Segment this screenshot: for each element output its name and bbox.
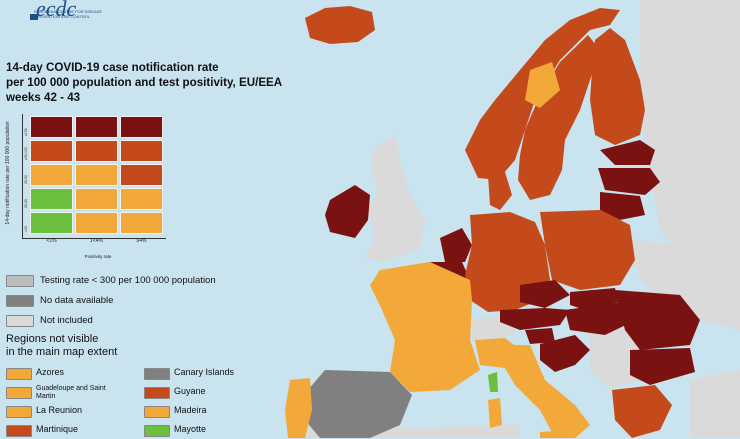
norway xyxy=(465,8,620,180)
map-title: 14-day COVID-19 case notification rate p… xyxy=(6,60,306,105)
matrix-cell xyxy=(120,116,163,138)
iceland xyxy=(305,6,375,44)
matrix-y-tick: ≥50-150 xyxy=(24,147,28,160)
denmark xyxy=(488,172,512,210)
sicily xyxy=(540,430,570,438)
ecdc-logo-subtitle: EUROPEAN CENTRE FOR DISEASE PREVENTION A… xyxy=(34,9,103,19)
ireland xyxy=(325,185,370,238)
poland xyxy=(540,210,635,290)
united-kingdom xyxy=(365,135,425,262)
legend-label: Not included xyxy=(40,315,93,326)
hungary xyxy=(565,302,632,335)
matrix-cell xyxy=(75,116,118,138)
legend-label: Testing rate < 300 per 100 000 populatio… xyxy=(40,275,216,286)
region-label: Mayotte xyxy=(174,424,207,434)
turkey-land xyxy=(690,370,740,438)
latvia xyxy=(598,168,660,195)
legend-panel: ecdc EUROPEAN CENTRE FOR DISEASE PREVENT… xyxy=(0,0,300,438)
greece xyxy=(612,385,672,438)
region-swatch xyxy=(6,425,32,437)
matrix-y-tick: 25-50 xyxy=(24,175,28,184)
matrix-x-tick: 1<4% xyxy=(90,238,103,244)
spain xyxy=(305,370,412,438)
matrix-cell xyxy=(75,212,118,234)
region-swatch xyxy=(144,387,170,399)
matrix-y-tick: 20-25 xyxy=(24,199,28,208)
sardinia xyxy=(488,398,502,428)
title-line-3: weeks 42 - 43 xyxy=(6,91,81,104)
balkans-land xyxy=(590,330,640,390)
matrix-x-axis-line xyxy=(22,238,166,239)
legend-swatch xyxy=(6,315,34,327)
risk-matrix xyxy=(30,116,166,236)
matrix-x-axis-title: Positivity rate xyxy=(84,254,112,259)
matrix-cell xyxy=(120,188,163,210)
regions-title-line-1: Regions not visible xyxy=(6,333,99,345)
region-label: Canary Islands xyxy=(174,367,235,377)
legend-swatch xyxy=(6,275,34,287)
region-swatch xyxy=(144,406,170,418)
matrix-y-axis-line xyxy=(22,114,23,238)
matrix-cell xyxy=(75,188,118,210)
matrix-cell xyxy=(120,140,163,162)
title-line-1: 14-day COVID-19 case notification rate xyxy=(6,61,219,74)
matrix-cell xyxy=(75,140,118,162)
region-swatch xyxy=(144,425,170,437)
matrix-cell xyxy=(120,212,163,234)
region-label: Azores xyxy=(36,367,65,377)
region-label: Guadeloupe and Saint Martin xyxy=(36,385,106,400)
romania xyxy=(615,290,700,350)
region-swatch xyxy=(6,368,32,380)
regions-title: Regions not visible in the main map exte… xyxy=(6,333,117,359)
austria xyxy=(500,308,570,330)
matrix-cell xyxy=(75,164,118,186)
matrix-cell xyxy=(30,188,73,210)
region-label: Madeira xyxy=(174,405,207,415)
region-label: Guyane xyxy=(174,386,206,396)
matrix-cell xyxy=(30,212,73,234)
region-swatch xyxy=(144,368,170,380)
regions-title-line-2: in the main map extent xyxy=(6,346,118,358)
matrix-cell xyxy=(30,116,73,138)
italy-south xyxy=(495,345,590,438)
slovenia xyxy=(525,328,555,344)
croatia xyxy=(540,335,590,372)
legend-swatch xyxy=(6,295,34,307)
region-swatch xyxy=(6,387,32,399)
estonia xyxy=(600,140,655,165)
matrix-y-tick: ≥150 xyxy=(24,128,28,136)
matrix-cell xyxy=(30,164,73,186)
legend-label: No data available xyxy=(40,295,114,306)
portugal xyxy=(285,378,312,438)
matrix-x-tick: <1% xyxy=(46,238,57,244)
corsica xyxy=(488,372,498,392)
eu-flag-icon xyxy=(30,14,38,20)
finland xyxy=(590,28,645,145)
bulgaria xyxy=(630,348,695,385)
region-swatch xyxy=(6,406,32,418)
france xyxy=(370,262,480,392)
czechia xyxy=(520,280,570,308)
matrix-cell xyxy=(30,140,73,162)
sweden xyxy=(518,35,600,200)
russia-land xyxy=(640,0,740,300)
lithuania xyxy=(600,192,645,220)
netherlands xyxy=(440,228,472,262)
region-label: La Reunion xyxy=(36,405,83,415)
matrix-x-tick: ≥4% xyxy=(136,238,147,244)
ukraine-land xyxy=(630,240,740,330)
matrix-cell xyxy=(120,164,163,186)
matrix-y-tick: <20 xyxy=(24,226,28,232)
sweden-inner xyxy=(525,62,560,108)
title-line-2: per 100 000 population and test positivi… xyxy=(6,76,283,89)
matrix-y-axis-title: 14-day notification rate per 100 000 pop… xyxy=(5,121,11,225)
ecdc-logo-text: ecdc xyxy=(36,0,77,21)
region-label: Martinique xyxy=(36,424,79,434)
